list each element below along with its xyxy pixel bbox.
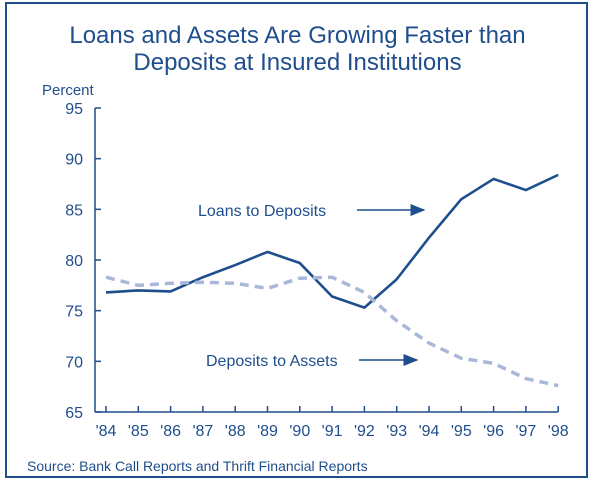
x-tick-label: '86	[160, 423, 181, 440]
x-tick-label: '84	[96, 423, 117, 440]
annotation-deposits-to-assets: Deposits to Assets	[206, 353, 338, 370]
x-tick-label: '85	[128, 423, 149, 440]
x-tick-label: '95	[451, 423, 472, 440]
x-tick-label: '89	[257, 423, 278, 440]
y-tick-label: 80	[65, 253, 83, 270]
y-axis-label: Percent	[42, 82, 95, 99]
series-line-deposits-to-assets	[105, 275, 559, 388]
chart-title: Loans and Assets Are Growing Faster than…	[0, 22, 595, 76]
y-tick-label: 75	[65, 304, 83, 321]
x-tick-label: '92	[354, 423, 375, 440]
y-tick-label: 90	[65, 152, 83, 169]
x-tick-label: '96	[483, 423, 504, 440]
x-tick-label: '93	[386, 423, 407, 440]
x-tick-label: '87	[192, 423, 213, 440]
x-tick-label: '90	[289, 423, 310, 440]
x-tick-label: '94	[419, 423, 440, 440]
y-tick-label: 95	[65, 101, 83, 118]
x-tick-label: '97	[515, 423, 536, 440]
chart-frame	[5, 2, 588, 478]
x-tick-label: '91	[322, 423, 343, 440]
title-line-2: Deposits at Insured Institutions	[133, 49, 462, 76]
y-tick-label: 65	[65, 405, 83, 422]
annotation-loans-to-deposits: Loans to Deposits	[198, 203, 326, 220]
x-tick-label: '88	[225, 423, 246, 440]
series-line-loans-to-deposits	[105, 173, 559, 309]
title-line-1: Loans and Assets Are Growing Faster than	[69, 22, 526, 49]
x-tick-label: '98	[548, 423, 569, 440]
source-note: Source: Bank Call Reports and Thrift Fin…	[27, 458, 368, 474]
y-tick-label: 70	[65, 354, 83, 371]
y-tick-label: 85	[65, 202, 83, 219]
